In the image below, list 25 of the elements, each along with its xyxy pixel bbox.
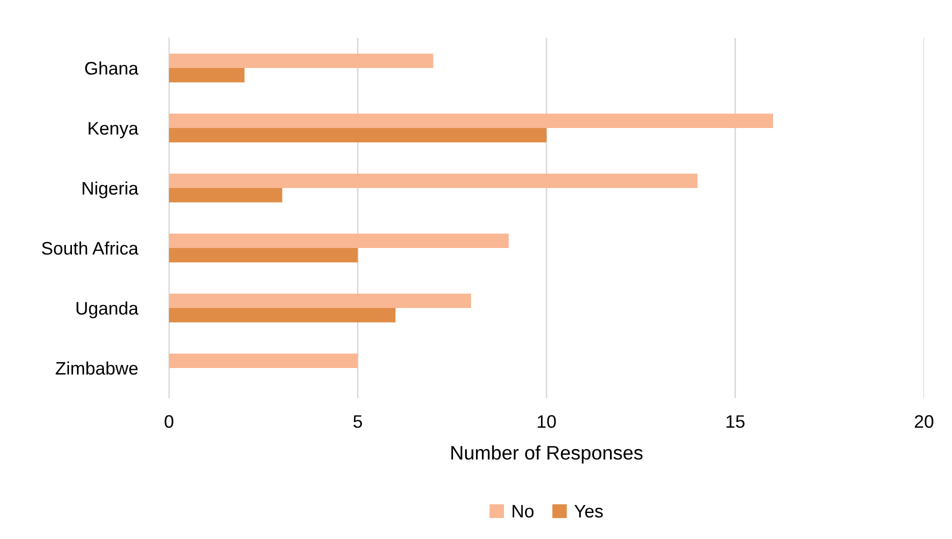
bar [169,188,282,202]
bar [169,54,434,68]
bar [169,114,773,128]
x-tick-label: 5 [353,415,362,428]
y-tick-label: Uganda [76,301,138,318]
x-tick-label: 15 [726,415,745,428]
x-tick-label: 10 [538,415,556,428]
x-tick-label: 20 [914,415,934,428]
bar [169,248,358,262]
bar [169,174,698,188]
x-axis-title: Number of Responses [451,445,643,464]
bar [169,68,244,82]
bar [169,354,358,368]
y-tick-label: Nigeria [82,181,138,198]
x-tick-label: 0 [164,415,174,428]
bar [169,234,509,248]
bar [169,128,546,142]
y-tick-label: South Africa [42,241,138,255]
y-tick-label: Kenya [88,122,138,138]
y-tick-label: Zimbabwe [56,361,138,375]
legend-label: Yes [574,505,603,518]
bar [169,308,396,322]
y-tick-label: Ghana [85,61,138,75]
bar [169,294,471,308]
legend-label: No [512,505,534,518]
